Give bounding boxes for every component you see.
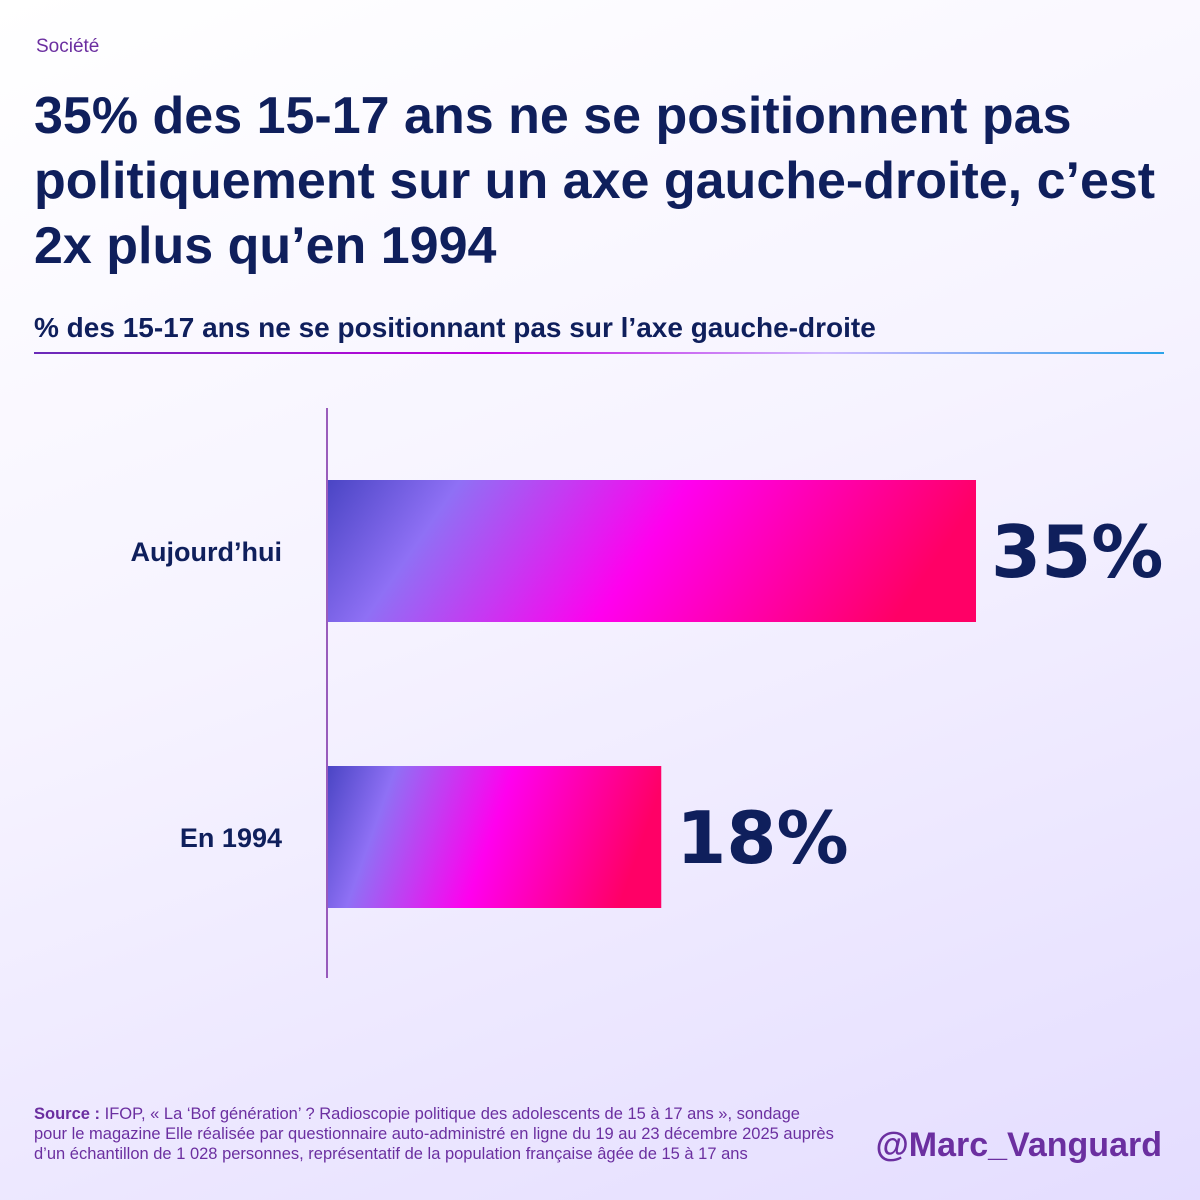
bar-2 (328, 766, 662, 908)
value-label-1: 35% (991, 510, 1163, 594)
chart-subtitle: % des 15-17 ans ne se positionnant pas s… (34, 312, 876, 343)
author-handle: @Marc_Vanguard (875, 1126, 1162, 1164)
category-label-1: Aujourd’hui (131, 537, 282, 567)
value-label-2: 18% (676, 796, 848, 880)
source-note: Source : IFOP, « La ‘Bof génération’ ? R… (34, 1104, 834, 1164)
chart-title: 35% des 15-17 ans ne se positionnent pas… (34, 87, 1156, 275)
bar-chart: Aujourd’hui 35% En 1994 18% (131, 408, 1163, 978)
source-label: Source : (34, 1105, 101, 1123)
category-label-2: En 1994 (180, 823, 282, 853)
bar-1 (328, 480, 976, 622)
bars-group: Aujourd’hui 35% En 1994 18% (131, 480, 1163, 908)
subtitle-divider (34, 352, 1164, 354)
source-text: IFOP, « La ‘Bof génération’ ? Radioscopi… (34, 1105, 834, 1163)
category-label: Société (36, 36, 100, 57)
